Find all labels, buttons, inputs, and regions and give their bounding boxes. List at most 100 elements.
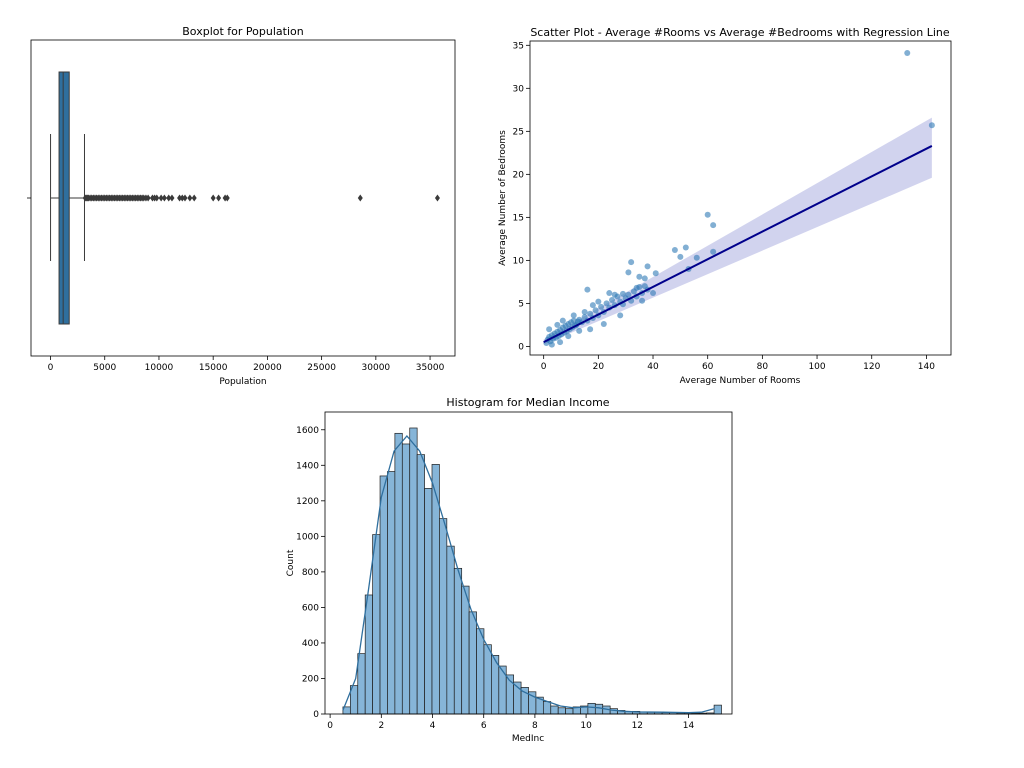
histogram-x-tick-label: 8 xyxy=(532,721,538,731)
scatter-point xyxy=(652,270,659,277)
histogram-bar xyxy=(557,707,566,715)
histogram-y-tick-label: 400 xyxy=(302,639,319,649)
scatter-point xyxy=(710,248,717,255)
scatter-y-tick-label: 20 xyxy=(513,170,525,180)
scatter-point xyxy=(644,263,651,270)
histogram-bar xyxy=(565,708,574,715)
scatter-point xyxy=(639,297,646,304)
histogram-bar xyxy=(453,567,463,715)
boxplot-flier xyxy=(182,194,188,202)
histogram-x-tick-label: 6 xyxy=(481,721,487,731)
scatter-marks xyxy=(543,50,935,348)
histogram-bar xyxy=(476,628,485,715)
scatter-y-tick-label: 0 xyxy=(518,342,524,352)
boxplot-x-tick-label: 0 xyxy=(48,363,54,373)
scatter-point xyxy=(682,244,689,251)
histogram-ylabel: Count xyxy=(286,549,296,576)
histogram-bar xyxy=(372,534,381,715)
histogram-bar xyxy=(394,432,403,715)
boxplot-x-tick-label: 20000 xyxy=(253,363,282,373)
scatter-point xyxy=(587,326,594,333)
boxplot-flier xyxy=(169,194,175,202)
boxplot-x-ticks: 0 5000 10000 15000 20000 25000 30000 35000 xyxy=(27,197,445,373)
scatter-xlabel: Average Number of Rooms xyxy=(680,376,801,386)
scatter-point xyxy=(625,269,632,276)
scatter-point xyxy=(581,308,588,315)
boxplot-flier xyxy=(187,194,193,202)
histogram-y-tick-label: 1000 xyxy=(296,532,319,542)
scatter-point xyxy=(589,302,596,309)
scatter-point xyxy=(584,286,591,293)
scatter-point xyxy=(636,273,643,280)
histogram-chart: Histogram for Median Income 0 2 4 6 8 10 12 140… xyxy=(286,396,733,744)
scatter-point xyxy=(928,122,935,129)
histogram-title: Histogram for Median Income xyxy=(446,396,609,409)
scatter-point xyxy=(617,312,624,319)
boxplot-flier xyxy=(179,194,185,202)
histogram-y-tick-label: 0 xyxy=(313,710,319,720)
histogram-kde-line xyxy=(342,434,715,714)
scatter-point xyxy=(557,339,564,346)
histogram-bar xyxy=(713,704,722,715)
histogram-marks xyxy=(342,427,722,715)
histogram-bar xyxy=(439,518,448,715)
histogram-bar xyxy=(550,705,559,715)
scatter-x-tick-label: 40 xyxy=(647,362,659,372)
scatter-point xyxy=(625,291,632,298)
histogram-bar xyxy=(364,594,373,715)
scatter-point xyxy=(611,291,618,298)
scatter-x-tick-label: 100 xyxy=(808,362,825,372)
boxplot-flier xyxy=(177,194,183,202)
scatter-x-tick-label: 80 xyxy=(757,362,769,372)
boxplot-flier xyxy=(154,194,160,202)
histogram-x-tick-label: 10 xyxy=(580,721,592,731)
boxplot-flier xyxy=(216,194,222,202)
scatter-y-tick-label: 10 xyxy=(513,256,525,266)
histogram-bar xyxy=(446,545,455,715)
scatter-x-tick-label: 0 xyxy=(541,362,547,372)
boxplot-x-tick-label: 10000 xyxy=(145,363,174,373)
scatter-point xyxy=(619,290,626,297)
boxplot-flier xyxy=(161,194,167,202)
scatter-x-tick-label: 120 xyxy=(863,362,880,372)
histogram-y-tick-label: 200 xyxy=(302,674,319,684)
histogram-x-tick-label: 0 xyxy=(327,721,333,731)
boxplot-x-tick-label: 25000 xyxy=(307,363,336,373)
scatter-point xyxy=(570,312,577,319)
boxplot-flier xyxy=(191,194,197,202)
scatter-point xyxy=(633,284,640,291)
scatter-point xyxy=(576,327,583,334)
scatter-chart: Scatter Plot - Average #Rooms vs Average… xyxy=(498,26,952,386)
scatter-point xyxy=(641,275,648,282)
histogram-x-tick-label: 4 xyxy=(430,721,436,731)
scatter-y-tick-label: 5 xyxy=(518,299,524,309)
boxplot-flier xyxy=(145,194,151,202)
scatter-title: Scatter Plot - Average #Rooms vs Average… xyxy=(530,26,950,39)
boxplot-title: Boxplot for Population xyxy=(182,25,303,38)
scatter-y-tick-label: 30 xyxy=(513,84,525,94)
histogram-bar xyxy=(401,443,411,715)
histogram-y-tick-label: 800 xyxy=(302,568,319,578)
scatter-point xyxy=(606,290,613,297)
boxplot-flier xyxy=(224,194,230,202)
scatter-ticks: 0 20 40 60 80 100 120 140 0 5 10 15 20 25 30 35 xyxy=(513,41,936,372)
scatter-point xyxy=(546,326,553,333)
histogram-y-tick-label: 1600 xyxy=(296,426,319,436)
boxplot-box xyxy=(58,71,70,325)
histogram-bar xyxy=(379,475,388,715)
histogram-y-tick-label: 600 xyxy=(302,603,319,613)
scatter-point xyxy=(554,321,561,328)
histogram-bar xyxy=(498,665,507,715)
histogram-bar xyxy=(357,653,366,715)
boxplot-chart: Boxplot for Population 0 5000 10000 15000 20… xyxy=(27,25,456,387)
boxplot-x-tick-label: 15000 xyxy=(199,363,228,373)
scatter-y-tick-label: 15 xyxy=(513,213,524,223)
histogram-bar xyxy=(594,703,604,715)
histogram-frame xyxy=(324,411,733,715)
boxplot-flier xyxy=(210,194,216,202)
scatter-frame xyxy=(529,40,952,356)
scatter-ylabel: Average Number of Bedrooms xyxy=(498,130,508,266)
histogram-bar xyxy=(424,488,433,715)
histogram-bar xyxy=(468,611,477,715)
scatter-point xyxy=(598,303,605,310)
